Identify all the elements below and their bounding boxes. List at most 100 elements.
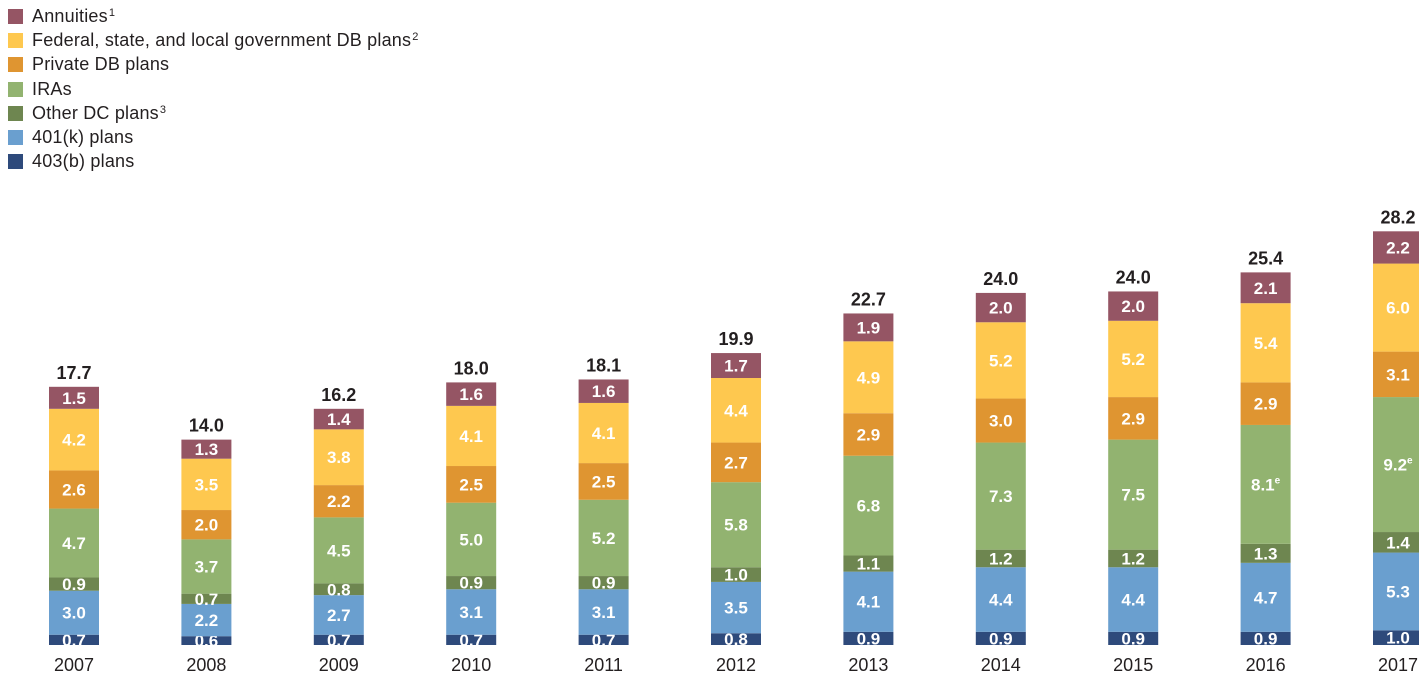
bar-segment-ira-2011 xyxy=(578,499,629,577)
bar-segment-otherdc-2017 xyxy=(1373,532,1419,553)
bar-segment-annuities-2007 xyxy=(49,386,99,409)
bar-segment-b403-2010 xyxy=(446,634,497,645)
data-label-b403-2009: 0.7 xyxy=(327,631,351,650)
data-label-ira-2014: 7.3 xyxy=(989,487,1013,506)
bar-segment-k401-2011 xyxy=(578,589,629,635)
data-label-annuities-2007: 1.5 xyxy=(62,389,86,408)
data-label-b403-2014: 0.9 xyxy=(989,629,1013,648)
bar-segment-k401-2015 xyxy=(1108,567,1159,632)
bar-segment-b403-2011 xyxy=(578,634,629,645)
bar-segment-ira-2009 xyxy=(313,517,364,584)
bar-segment-k401-2014 xyxy=(975,567,1026,632)
data-label-ira-2009: 4.5 xyxy=(327,541,351,560)
data-label-ira-2015: 7.5 xyxy=(1121,486,1145,505)
total-label-2015: 24.0 xyxy=(1116,267,1151,287)
data-label-ira-2007: 4.7 xyxy=(62,534,86,553)
data-label-k401-2011: 3.1 xyxy=(592,603,616,622)
bar-segment-ira-2016 xyxy=(1240,424,1291,544)
x-tick-label-2016: 2016 xyxy=(1246,655,1286,675)
total-label-2014: 24.0 xyxy=(983,269,1018,289)
legend-item-k401: 401(k) plans xyxy=(8,125,419,149)
bar-segment-b403-2014 xyxy=(975,631,1026,645)
legend-label: Federal, state, and local government DB … xyxy=(32,29,419,50)
bar-segment-ira-2010 xyxy=(446,502,497,577)
bar-segment-b403-2008 xyxy=(181,636,232,645)
bar-segment-govdb-2013 xyxy=(843,341,894,414)
data-label-annuities-2009: 1.4 xyxy=(327,410,351,429)
data-label-k401-2015: 4.4 xyxy=(1121,591,1145,610)
bar-segment-ira-2013 xyxy=(843,455,894,556)
data-label-govdb-2016: 5.4 xyxy=(1254,334,1278,353)
legend-swatch xyxy=(8,105,23,121)
legend-item-ira: IRAs xyxy=(8,77,419,101)
data-label-k401-2007: 3.0 xyxy=(62,604,86,623)
total-label-2013: 22.7 xyxy=(851,289,886,309)
bar-segment-privdb-2007 xyxy=(49,470,99,509)
bar-segment-privdb-2015 xyxy=(1108,397,1159,440)
data-label-privdb-2015: 2.9 xyxy=(1121,409,1145,428)
data-label-privdb-2008: 2.0 xyxy=(195,516,219,535)
legend-label: Annuities1 xyxy=(32,5,116,26)
data-label-annuities-2008: 1.3 xyxy=(195,440,219,459)
data-label-k401-2017: 5.3 xyxy=(1386,582,1410,601)
data-label-k401-2010: 3.1 xyxy=(459,603,483,622)
bar-segment-otherdc-2013 xyxy=(843,555,894,572)
bar-segment-govdb-2014 xyxy=(975,322,1026,399)
data-label-annuities-2016: 2.1 xyxy=(1254,279,1278,298)
bar-segment-otherdc-2014 xyxy=(975,549,1026,568)
bar-segment-govdb-2009 xyxy=(313,429,364,486)
bar-segment-annuities-2012 xyxy=(711,353,761,379)
data-label-otherdc-2007: 0.9 xyxy=(62,575,86,594)
data-label-k401-2012: 3.5 xyxy=(724,599,748,618)
bar-segment-ira-2017 xyxy=(1373,397,1419,533)
bar-segment-govdb-2011 xyxy=(578,402,629,464)
legend-label: IRAs xyxy=(32,78,72,99)
data-label-otherdc-2014: 1.2 xyxy=(989,549,1013,568)
data-label-annuities-2013: 1.9 xyxy=(857,318,881,337)
data-label-govdb-2009: 3.8 xyxy=(327,448,351,467)
legend-label: Other DC plans3 xyxy=(32,102,167,123)
data-label-govdb-2013: 4.9 xyxy=(857,368,881,387)
data-label-privdb-2014: 3.0 xyxy=(989,412,1013,431)
legend-label: 403(b) plans xyxy=(32,151,135,172)
bar-segment-govdb-2010 xyxy=(446,405,497,467)
x-tick-label-2009: 2009 xyxy=(319,655,359,675)
data-label-annuities-2015: 2.0 xyxy=(1121,297,1145,316)
bar-segment-govdb-2016 xyxy=(1240,303,1291,383)
legend-label: 401(k) plans xyxy=(32,127,134,148)
bar-segment-privdb-2017 xyxy=(1373,351,1419,398)
legend: Annuities1 Federal, state, and local gove… xyxy=(8,4,419,174)
x-tick-label-2015: 2015 xyxy=(1113,655,1153,675)
data-label-annuities-2017: 2.2 xyxy=(1386,238,1410,257)
bar-segment-k401-2008 xyxy=(181,603,232,637)
bar-segment-otherdc-2008 xyxy=(181,593,232,604)
data-label-k401-2016: 4.7 xyxy=(1254,588,1278,607)
legend-item-otherdc: Other DC plans3 xyxy=(8,101,419,125)
data-label-otherdc-2011: 0.9 xyxy=(592,574,616,593)
data-label-govdb-2008: 3.5 xyxy=(195,475,219,494)
bar-segment-privdb-2012 xyxy=(711,442,761,483)
legend-swatch xyxy=(8,57,23,73)
x-tick-label-2007: 2007 xyxy=(54,655,94,675)
legend-swatch xyxy=(8,32,23,48)
data-label-ira-2008: 3.7 xyxy=(195,558,219,577)
data-label-privdb-2017: 3.1 xyxy=(1386,365,1410,384)
bar-segment-k401-2012 xyxy=(711,581,761,634)
data-label-b403-2015: 0.9 xyxy=(1121,629,1145,648)
data-label-ira-2016: 8.1e xyxy=(1251,475,1281,494)
data-label-privdb-2010: 2.5 xyxy=(459,475,483,494)
bar-segment-otherdc-2010 xyxy=(446,576,497,590)
bar-segment-otherdc-2007 xyxy=(49,577,99,591)
bar-segment-k401-2013 xyxy=(843,571,894,632)
data-label-otherdc-2010: 0.9 xyxy=(459,574,483,593)
total-label-2011: 18.1 xyxy=(586,355,621,375)
data-label-ira-2013: 6.8 xyxy=(857,497,881,516)
bar-segment-b403-2012 xyxy=(711,633,761,645)
data-label-govdb-2010: 4.1 xyxy=(459,427,483,446)
data-label-annuities-2014: 2.0 xyxy=(989,299,1013,318)
data-label-govdb-2012: 4.4 xyxy=(724,401,748,420)
data-label-ira-2012: 5.8 xyxy=(724,516,748,535)
total-label-2010: 18.0 xyxy=(454,358,489,378)
total-label-2012: 19.9 xyxy=(718,329,753,349)
